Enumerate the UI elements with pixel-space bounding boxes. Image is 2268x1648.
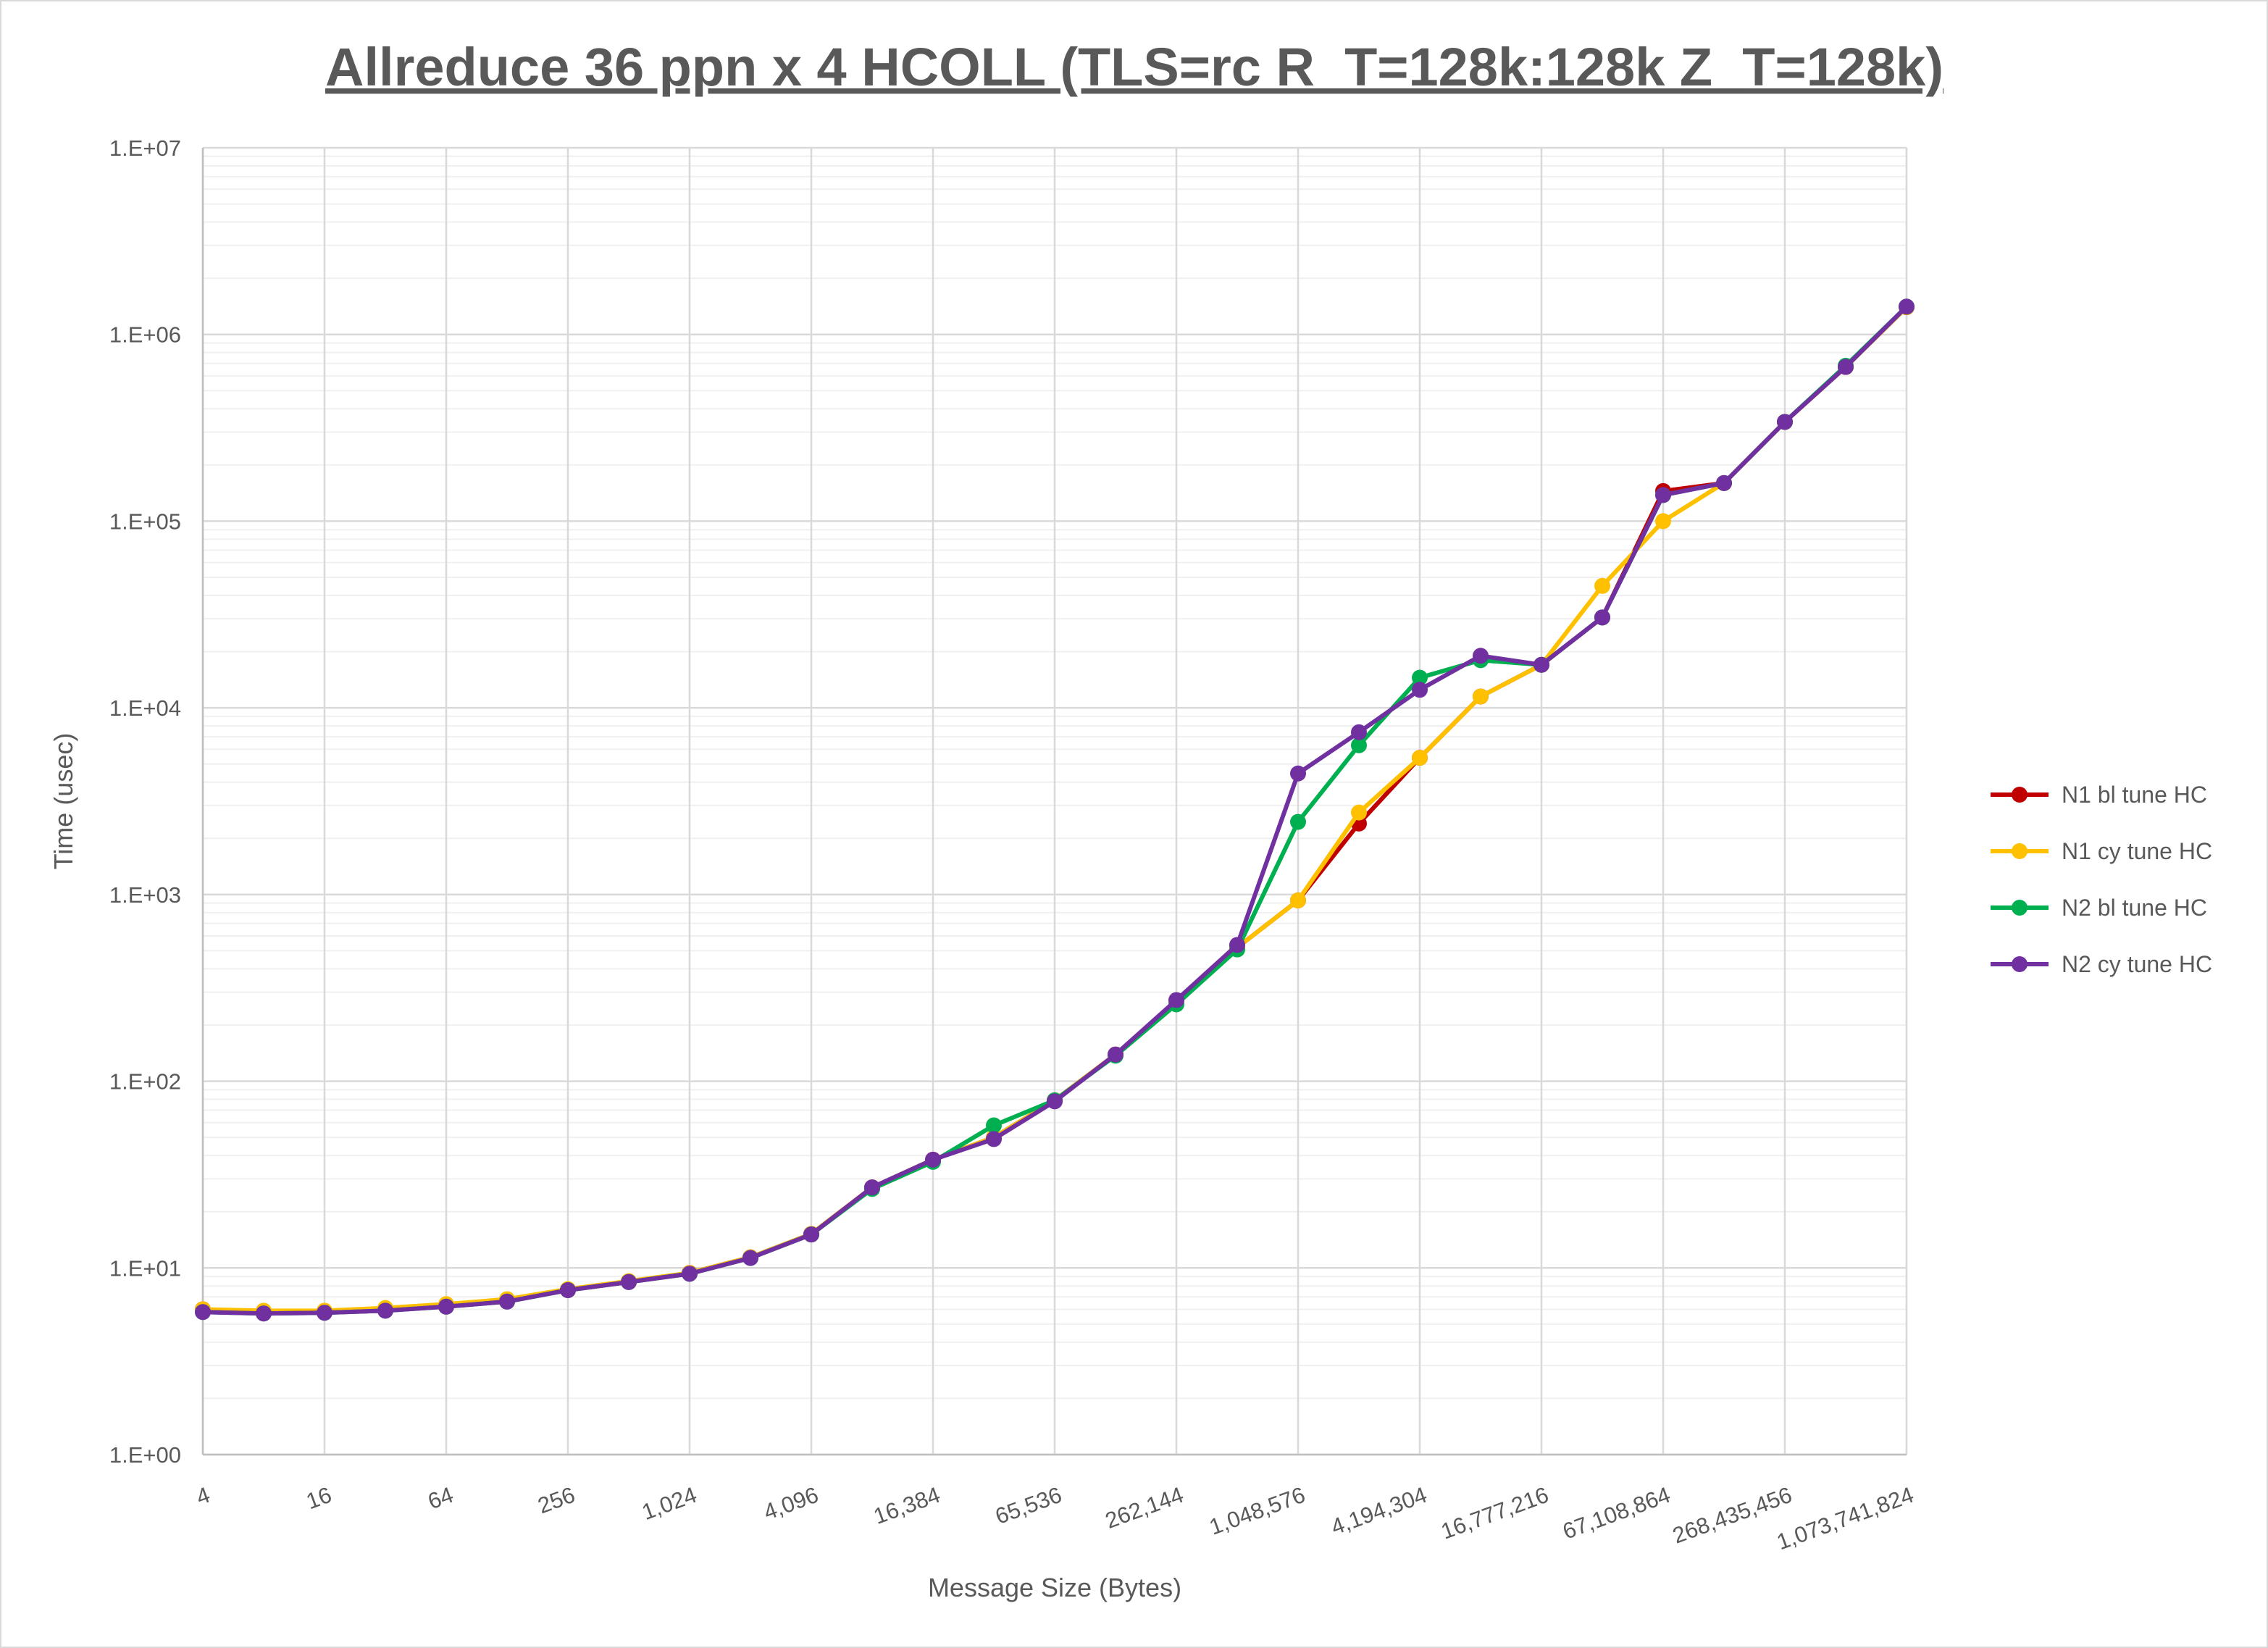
data-point [1412, 682, 1428, 698]
x-tick-label: 256 [535, 1482, 579, 1519]
data-point [1229, 937, 1245, 953]
data-point [1290, 765, 1306, 782]
x-tick-label: 16 [303, 1482, 335, 1515]
chart-title: Allreduce 36 ppn x 4 HCOLL (TLS=rc R_T=1… [325, 37, 1943, 97]
data-point [864, 1179, 880, 1196]
legend-dot-marker [2012, 787, 2028, 803]
data-point [256, 1305, 272, 1322]
data-point [1412, 750, 1428, 766]
y-tick-label: 1.E+04 [109, 695, 181, 721]
legend-dot-marker [2012, 956, 2028, 972]
x-tick-label: 1,048,576 [1206, 1482, 1309, 1540]
x-tick-label: 64 [424, 1482, 456, 1515]
x-tick-label: 262,144 [1102, 1482, 1187, 1534]
data-point [377, 1302, 393, 1319]
legend-item: N2 bl tune HC [1991, 895, 2207, 921]
legend-label: N2 bl tune HC [2062, 895, 2207, 921]
y-tick-label: 1.E+07 [109, 135, 181, 161]
y-tick-label: 1.E+02 [109, 1069, 181, 1095]
data-point [986, 1117, 1002, 1134]
data-point [317, 1305, 332, 1321]
data-point [195, 1304, 211, 1321]
data-point [1655, 513, 1671, 530]
data-point [1290, 813, 1306, 830]
data-point [1533, 656, 1549, 673]
legend-label: N1 cy tune HC [2062, 838, 2212, 864]
data-point [1108, 1046, 1123, 1063]
data-point [1047, 1093, 1063, 1110]
legend-item: N2 cy tune HC [1991, 951, 2212, 977]
y-axis-tick-labels: 1.E+00 1.E+01 1.E+02 1.E+03 1.E+04 1.E+05 1.E+… [109, 135, 181, 1468]
legend-dot-marker [2012, 843, 2028, 859]
y-tick-label: 1.E+01 [109, 1255, 181, 1281]
data-point [1594, 577, 1610, 594]
x-tick-label: 16,384 [870, 1482, 943, 1529]
data-point [1351, 724, 1367, 740]
data-point [1351, 804, 1367, 821]
legend-label: N2 cy tune HC [2062, 951, 2212, 977]
legend-item: N1 cy tune HC [1991, 838, 2212, 864]
y-tick-label: 1.E+03 [109, 882, 181, 908]
y-tick-label: 1.E+00 [109, 1442, 181, 1468]
data-point [925, 1151, 941, 1168]
data-point [1473, 648, 1489, 664]
x-tick-label: 1,073,741,824 [1773, 1482, 1917, 1555]
data-point [1168, 992, 1184, 1008]
data-point [1655, 487, 1671, 503]
data-point [1412, 669, 1428, 686]
series-n2-cy-tune-hc [195, 298, 1915, 1322]
data-point [621, 1273, 637, 1290]
data-point [1290, 892, 1306, 908]
x-tick-label: 16,777,216 [1438, 1482, 1552, 1544]
legend-label: N1 bl tune HC [2062, 782, 2207, 808]
data-point [1594, 609, 1610, 626]
data-point [1351, 737, 1367, 753]
series-lines [195, 298, 1915, 1322]
x-tick-label: 4 [193, 1482, 213, 1510]
data-point [803, 1226, 819, 1243]
legend-item: N1 bl tune HC [1991, 782, 2207, 808]
data-point [1899, 298, 1915, 315]
data-point [499, 1293, 515, 1310]
data-point [1838, 359, 1854, 375]
x-tick-label: 65,536 [992, 1482, 1065, 1529]
data-point [682, 1266, 698, 1282]
y-tick-label: 1.E+05 [109, 509, 181, 534]
data-point [560, 1282, 576, 1299]
x-axis-tick-labels: 4 16 64 256 1,024 4,096 16,384 65,536 262,144 1,0… [193, 1482, 1917, 1555]
data-point [1777, 414, 1793, 430]
x-axis-title: Message Size (Bytes) [928, 1573, 1181, 1602]
y-axis-title: Time (usec) [49, 733, 78, 870]
legend: N1 bl tune HC N1 cy tune HC N2 bl tune HC N… [1991, 782, 2212, 977]
data-point [1473, 688, 1489, 705]
gridlines [201, 146, 1908, 1456]
data-point [742, 1250, 758, 1266]
x-tick-label: 4,096 [761, 1482, 822, 1525]
x-tick-label: 1,024 [639, 1482, 700, 1525]
x-tick-label: 4,194,304 [1328, 1482, 1431, 1540]
data-point [1716, 474, 1732, 491]
y-tick-label: 1.E+06 [109, 322, 181, 348]
data-point [438, 1298, 454, 1315]
x-tick-label: 67,108,864 [1560, 1482, 1674, 1544]
legend-dot-marker [2012, 900, 2028, 916]
data-point [986, 1131, 1002, 1147]
